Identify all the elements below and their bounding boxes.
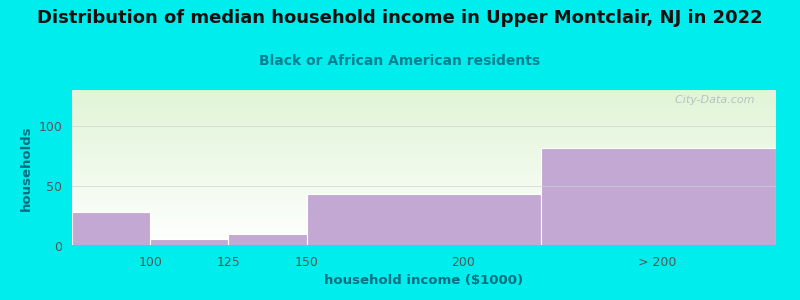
Text: City-Data.com: City-Data.com	[668, 95, 755, 105]
X-axis label: household income ($1000): household income ($1000)	[325, 274, 523, 287]
Y-axis label: households: households	[20, 125, 33, 211]
Text: Black or African American residents: Black or African American residents	[259, 54, 541, 68]
Bar	[150, 239, 229, 246]
Bar	[72, 212, 150, 246]
Bar	[229, 234, 306, 246]
Text: Distribution of median household income in Upper Montclair, NJ in 2022: Distribution of median household income …	[37, 9, 763, 27]
Bar	[306, 194, 542, 246]
Bar	[542, 148, 776, 246]
